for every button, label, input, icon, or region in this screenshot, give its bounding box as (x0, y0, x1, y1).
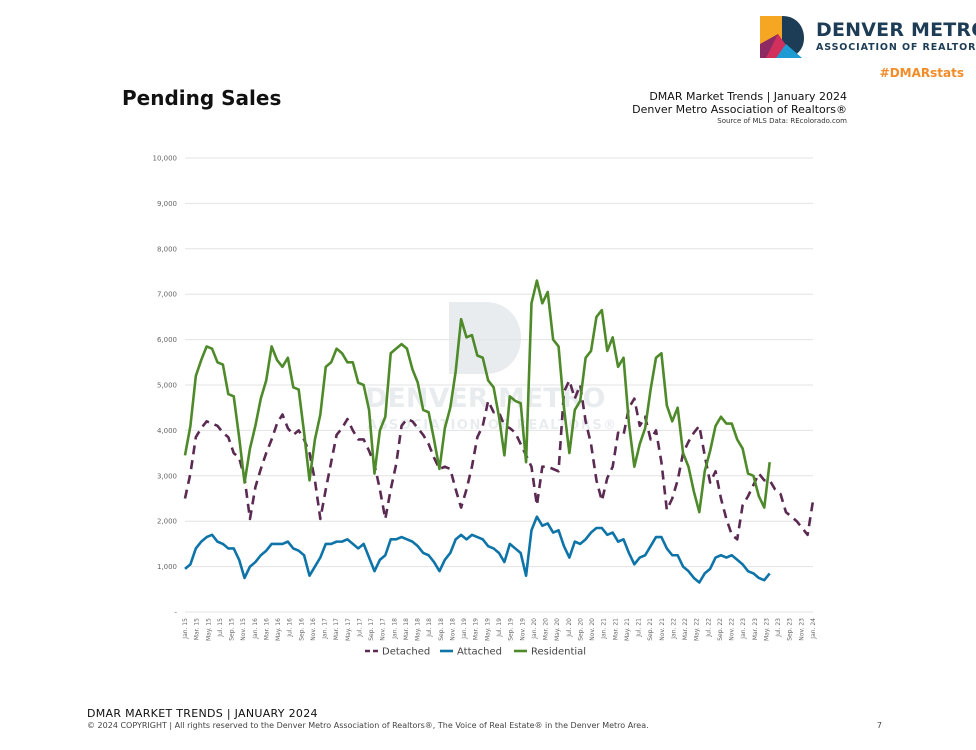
x-tick-label: Nov. 22 (729, 618, 736, 641)
y-tick-label: - (174, 609, 177, 617)
y-tick-label: 5,000 (157, 382, 177, 390)
y-tick-label: 9,000 (157, 200, 177, 208)
brand-logo: DENVER METRO ASSOCIATION OF REALTORS® (758, 14, 976, 62)
x-tick-label: Nov. 18 (449, 618, 456, 641)
y-tick-label: 1,000 (157, 563, 177, 571)
series-line-attached (184, 515, 771, 584)
x-tick-label: Jul. 19 (496, 618, 503, 638)
x-tick-label: Nov. 16 (310, 618, 317, 641)
hashtag: #DMARstats (879, 66, 964, 80)
x-tick-label: Nov. 17 (380, 618, 387, 641)
x-tick-label: Nov. 21 (659, 618, 666, 641)
brand-name: DENVER METRO (816, 19, 976, 41)
legend-label-attached: Attached (457, 647, 502, 658)
x-tick-label: Mar. 21 (612, 618, 619, 640)
x-tick-label: Jan. 20 (531, 618, 538, 640)
x-tick-label: Jan. 15 (182, 618, 189, 640)
x-tick-label: May. 16 (275, 618, 282, 641)
y-axis-ticks: - 1,000 2,000 3,000 4,000 5,000 6,000 7,000 8,00… (153, 155, 178, 617)
x-tick-label: Mar. 20 (543, 618, 550, 640)
y-tick-label: 3,000 (157, 472, 177, 480)
x-tick-label: Jul. 17 (356, 618, 363, 638)
page-title: Pending Sales (122, 86, 282, 110)
y-tick-label: 8,000 (157, 245, 177, 253)
x-tick-label: Jan. 16 (252, 618, 259, 640)
x-tick-label: Jul. 21 (636, 618, 643, 638)
x-tick-label: Sep. 23 (787, 618, 794, 641)
x-tick-label: May. 23 (763, 618, 770, 641)
series-line-detached (183, 379, 815, 541)
y-tick-label: 2,000 (157, 518, 177, 526)
x-tick-label: Jul. 16 (287, 618, 294, 638)
x-tick-label: May. 17 (345, 618, 352, 641)
x-tick-label: Mar. 15 (194, 618, 201, 640)
y-tick-label: 4,000 (157, 427, 177, 435)
x-tick-label: Jul. 23 (775, 618, 782, 638)
footer: DMAR MARKET TRENDS | JANUARY 2024 © 2024… (87, 707, 882, 730)
source-line-1: DMAR Market Trends | January 2024 (649, 90, 847, 103)
legend-label-residential: Residential (531, 647, 586, 658)
y-tick-label: 10,000 (153, 155, 178, 163)
x-tick-label: Mar. 19 (473, 618, 480, 640)
x-tick-label: Mar. 22 (682, 618, 689, 640)
x-tick-label: May. 22 (694, 618, 701, 641)
x-tick-label: May. 18 (415, 618, 422, 641)
x-tick-label: May. 20 (554, 618, 561, 641)
chart-legend: Detached Attached Residential (365, 647, 586, 658)
source-line-2: Denver Metro Association of Realtors® (632, 103, 847, 116)
legend-label-detached: Detached (382, 647, 430, 658)
watermark-logo-icon (449, 302, 521, 374)
x-tick-label: Jul. 15 (217, 618, 224, 638)
footer-copyright: © 2024 COPYRIGHT | All rights reserved t… (87, 721, 649, 730)
brand-subtitle: ASSOCIATION OF REALTORS® (816, 42, 976, 53)
y-tick-label: 6,000 (157, 336, 177, 344)
x-tick-label: Jul. 18 (426, 618, 433, 638)
x-tick-label: Jan. 24 (810, 618, 817, 640)
x-tick-label: Jan. 17 (322, 618, 329, 640)
x-tick-label: Jul. 20 (566, 618, 573, 638)
x-tick-label: Jan. 19 (461, 618, 468, 640)
source-block: DMAR Market Trends | January 2024 Denver… (632, 90, 847, 126)
x-tick-label: Nov. 23 (798, 618, 805, 641)
x-tick-label: Nov. 20 (589, 618, 596, 641)
x-tick-label: Jan. 21 (601, 618, 608, 640)
footer-title: DMAR MARKET TRENDS | JANUARY 2024 (87, 707, 318, 720)
series-line-residential (183, 279, 771, 514)
x-tick-label: Sep. 17 (368, 618, 375, 641)
x-tick-label: Jan. 22 (670, 618, 677, 640)
dmar-logo-icon (760, 16, 804, 58)
chart-grid (185, 157, 813, 613)
x-tick-label: May. 21 (624, 618, 631, 641)
x-tick-label: Sep. 19 (508, 618, 515, 641)
x-tick-label: Mar. 18 (403, 618, 410, 640)
page-number: 7 (876, 721, 882, 730)
x-tick-label: Mar. 17 (333, 618, 340, 640)
y-tick-label: 7,000 (157, 291, 177, 299)
x-tick-label: Sep. 15 (229, 618, 236, 641)
x-tick-label: Sep. 18 (438, 618, 445, 641)
x-tick-label: Jan. 23 (740, 618, 747, 640)
x-tick-label: Sep. 22 (717, 618, 724, 641)
x-tick-label: May. 19 (484, 618, 491, 641)
x-tick-label: May. 15 (205, 618, 212, 641)
x-axis-ticks: Jan. 15 Mar. 15 May. 15 Jul. 15 Sep. 15 Nov. … (182, 618, 817, 641)
chart-series (183, 279, 815, 584)
x-tick-label: Nov. 19 (519, 618, 526, 641)
x-tick-label: Sep. 16 (298, 618, 305, 641)
x-tick-label: Jan. 18 (391, 618, 398, 640)
source-line-3: Source of MLS Data: REcolorado.com (717, 117, 847, 125)
x-tick-label: Sep. 20 (577, 618, 584, 641)
x-tick-label: Mar. 16 (263, 618, 270, 640)
x-tick-label: Nov. 15 (240, 618, 247, 641)
x-tick-label: Jul. 22 (705, 618, 712, 638)
x-tick-label: Mar. 23 (752, 618, 759, 640)
pending-sales-chart: - 1,000 2,000 3,000 4,000 5,000 6,000 7,000 8,00… (153, 155, 818, 658)
x-tick-label: Sep. 21 (647, 618, 654, 641)
